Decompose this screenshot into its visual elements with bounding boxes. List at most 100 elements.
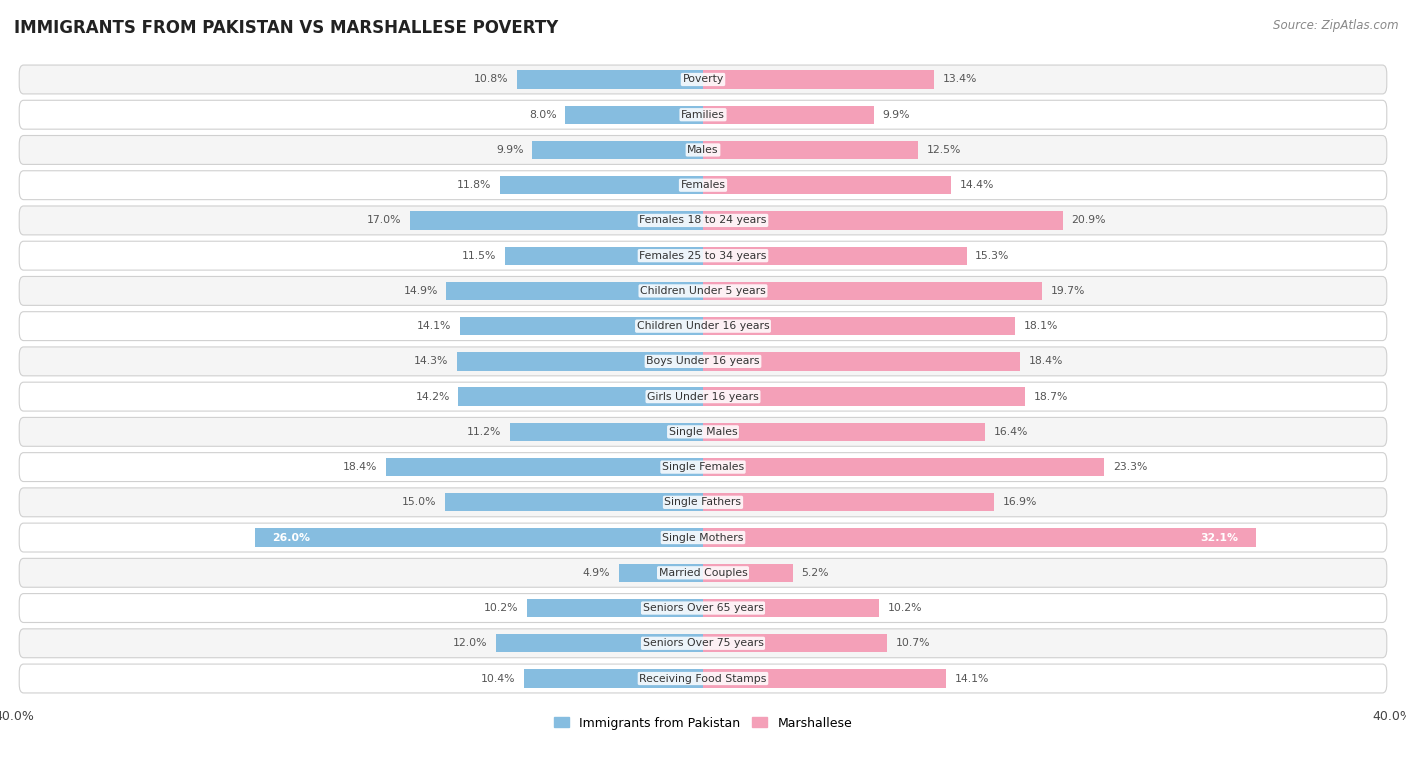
Text: 18.4%: 18.4% — [343, 462, 377, 472]
FancyBboxPatch shape — [20, 594, 1386, 622]
Bar — [703, 141, 918, 159]
Text: 13.4%: 13.4% — [942, 74, 977, 84]
Bar — [703, 564, 793, 582]
Text: 14.1%: 14.1% — [955, 674, 988, 684]
Text: 18.4%: 18.4% — [1029, 356, 1063, 366]
Text: 14.1%: 14.1% — [418, 321, 451, 331]
Text: Seniors Over 75 years: Seniors Over 75 years — [643, 638, 763, 648]
Text: Single Females: Single Females — [662, 462, 744, 472]
FancyBboxPatch shape — [20, 453, 1386, 481]
Bar — [517, 70, 703, 89]
Text: 12.5%: 12.5% — [927, 145, 962, 155]
FancyBboxPatch shape — [20, 277, 1386, 305]
Text: 19.7%: 19.7% — [1050, 286, 1085, 296]
Text: 8.0%: 8.0% — [529, 110, 557, 120]
Text: 26.0%: 26.0% — [273, 533, 311, 543]
Text: IMMIGRANTS FROM PAKISTAN VS MARSHALLESE POVERTY: IMMIGRANTS FROM PAKISTAN VS MARSHALLESE … — [14, 19, 558, 37]
Bar — [703, 669, 946, 688]
Text: 9.9%: 9.9% — [496, 145, 524, 155]
Text: Source: ZipAtlas.com: Source: ZipAtlas.com — [1274, 19, 1399, 32]
Text: Single Males: Single Males — [669, 427, 737, 437]
Text: 20.9%: 20.9% — [1071, 215, 1107, 225]
FancyBboxPatch shape — [20, 664, 1386, 693]
Bar — [460, 317, 703, 335]
FancyBboxPatch shape — [20, 312, 1386, 340]
Bar — [703, 211, 1063, 230]
Text: Females 25 to 34 years: Females 25 to 34 years — [640, 251, 766, 261]
Bar — [703, 282, 1042, 300]
FancyBboxPatch shape — [20, 629, 1386, 658]
Bar — [446, 282, 703, 300]
Text: 10.4%: 10.4% — [481, 674, 515, 684]
FancyBboxPatch shape — [20, 241, 1386, 270]
Text: 17.0%: 17.0% — [367, 215, 402, 225]
Text: 4.9%: 4.9% — [582, 568, 610, 578]
Text: Children Under 5 years: Children Under 5 years — [640, 286, 766, 296]
Text: Females: Females — [681, 180, 725, 190]
Text: 18.7%: 18.7% — [1033, 392, 1069, 402]
Text: Families: Families — [681, 110, 725, 120]
Text: 10.2%: 10.2% — [887, 603, 922, 613]
Bar — [703, 246, 966, 265]
Text: 11.2%: 11.2% — [467, 427, 502, 437]
Bar — [703, 317, 1015, 335]
Text: Females 18 to 24 years: Females 18 to 24 years — [640, 215, 766, 225]
FancyBboxPatch shape — [20, 488, 1386, 517]
Text: 14.4%: 14.4% — [960, 180, 994, 190]
Text: 10.7%: 10.7% — [896, 638, 931, 648]
Text: Males: Males — [688, 145, 718, 155]
Text: 18.1%: 18.1% — [1024, 321, 1057, 331]
Bar — [533, 141, 703, 159]
Text: 16.9%: 16.9% — [1002, 497, 1038, 507]
Text: Poverty: Poverty — [682, 74, 724, 84]
Bar — [527, 599, 703, 617]
Bar — [703, 105, 873, 124]
FancyBboxPatch shape — [20, 382, 1386, 411]
Bar — [703, 458, 1104, 476]
Bar — [565, 105, 703, 124]
Bar — [703, 352, 1019, 371]
Text: Children Under 16 years: Children Under 16 years — [637, 321, 769, 331]
FancyBboxPatch shape — [20, 136, 1386, 164]
Bar — [703, 423, 986, 441]
Bar — [496, 634, 703, 653]
Text: 9.9%: 9.9% — [882, 110, 910, 120]
Text: 11.8%: 11.8% — [457, 180, 491, 190]
Text: 15.3%: 15.3% — [976, 251, 1010, 261]
Text: Single Fathers: Single Fathers — [665, 497, 741, 507]
Text: 14.2%: 14.2% — [415, 392, 450, 402]
Bar — [703, 176, 950, 194]
Legend: Immigrants from Pakistan, Marshallese: Immigrants from Pakistan, Marshallese — [548, 712, 858, 735]
Bar — [524, 669, 703, 688]
Text: Married Couples: Married Couples — [658, 568, 748, 578]
Bar — [703, 493, 994, 512]
Bar — [703, 599, 879, 617]
FancyBboxPatch shape — [20, 418, 1386, 446]
FancyBboxPatch shape — [20, 523, 1386, 552]
Bar — [411, 211, 703, 230]
Text: 10.2%: 10.2% — [484, 603, 519, 613]
Text: 10.8%: 10.8% — [474, 74, 509, 84]
Text: 5.2%: 5.2% — [801, 568, 828, 578]
Text: Receiving Food Stamps: Receiving Food Stamps — [640, 674, 766, 684]
Text: 32.1%: 32.1% — [1201, 533, 1239, 543]
Bar — [619, 564, 703, 582]
Text: 12.0%: 12.0% — [453, 638, 488, 648]
Bar — [703, 634, 887, 653]
Text: 16.4%: 16.4% — [994, 427, 1028, 437]
Bar — [703, 387, 1025, 406]
FancyBboxPatch shape — [20, 559, 1386, 587]
Text: 11.5%: 11.5% — [463, 251, 496, 261]
Bar — [703, 70, 934, 89]
FancyBboxPatch shape — [20, 206, 1386, 235]
Bar — [458, 387, 703, 406]
FancyBboxPatch shape — [20, 65, 1386, 94]
Bar — [505, 246, 703, 265]
FancyBboxPatch shape — [20, 100, 1386, 129]
Text: 14.3%: 14.3% — [413, 356, 449, 366]
Bar — [703, 528, 1256, 547]
Text: 15.0%: 15.0% — [402, 497, 436, 507]
Text: Boys Under 16 years: Boys Under 16 years — [647, 356, 759, 366]
Text: Single Mothers: Single Mothers — [662, 533, 744, 543]
FancyBboxPatch shape — [20, 347, 1386, 376]
